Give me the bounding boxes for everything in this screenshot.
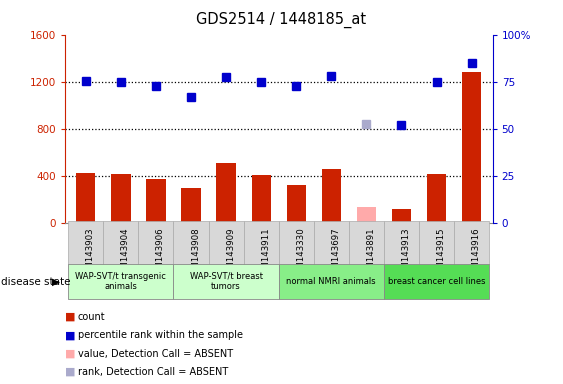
Bar [419, 221, 454, 265]
Bar [427, 174, 446, 223]
Bar [216, 163, 236, 223]
Bar [287, 185, 306, 223]
Bar [462, 72, 481, 223]
Bar [384, 264, 489, 299]
Text: GSM143908: GSM143908 [191, 227, 200, 280]
Bar [173, 264, 279, 299]
Bar [104, 221, 138, 265]
Bar [321, 169, 341, 223]
Text: disease state: disease state [1, 277, 70, 287]
Text: ■: ■ [65, 330, 75, 340]
Bar [208, 221, 244, 265]
Bar [138, 221, 173, 265]
Bar [279, 264, 384, 299]
Bar [314, 221, 349, 265]
Text: WAP-SVT/t transgenic
animals: WAP-SVT/t transgenic animals [75, 271, 166, 291]
Bar [384, 221, 419, 265]
Bar [244, 221, 279, 265]
Text: ■: ■ [65, 349, 75, 359]
Bar [181, 188, 200, 223]
Bar [392, 209, 411, 223]
Text: GSM143903: GSM143903 [86, 227, 95, 280]
Bar [357, 207, 376, 223]
Bar [252, 175, 271, 223]
Bar [111, 174, 131, 223]
Text: GSM143911: GSM143911 [261, 227, 270, 280]
Text: breast cancer cell lines: breast cancer cell lines [388, 277, 485, 286]
Text: GSM143697: GSM143697 [331, 227, 340, 280]
Text: GSM143913: GSM143913 [401, 227, 410, 280]
Bar [279, 221, 314, 265]
Bar [68, 264, 173, 299]
Bar [173, 221, 208, 265]
Text: GSM143891: GSM143891 [367, 227, 376, 280]
Text: ■: ■ [65, 367, 75, 377]
Text: count: count [78, 312, 105, 322]
Text: normal NMRI animals: normal NMRI animals [287, 277, 376, 286]
Text: GSM143915: GSM143915 [436, 227, 445, 280]
Bar [146, 179, 166, 223]
Text: GSM143916: GSM143916 [472, 227, 481, 280]
Text: rank, Detection Call = ABSENT: rank, Detection Call = ABSENT [78, 367, 228, 377]
Bar [454, 221, 489, 265]
Text: ■: ■ [65, 312, 75, 322]
Bar [68, 221, 104, 265]
Text: GSM143904: GSM143904 [121, 227, 130, 280]
Text: GSM143906: GSM143906 [156, 227, 165, 280]
Text: GDS2514 / 1448185_at: GDS2514 / 1448185_at [196, 12, 367, 28]
Text: percentile rank within the sample: percentile rank within the sample [78, 330, 243, 340]
Bar [76, 173, 96, 223]
Text: WAP-SVT/t breast
tumors: WAP-SVT/t breast tumors [190, 271, 262, 291]
Text: ▶: ▶ [52, 277, 60, 287]
Text: value, Detection Call = ABSENT: value, Detection Call = ABSENT [78, 349, 233, 359]
Text: GSM143909: GSM143909 [226, 227, 235, 280]
Bar [349, 221, 384, 265]
Text: GSM143330: GSM143330 [296, 227, 305, 280]
